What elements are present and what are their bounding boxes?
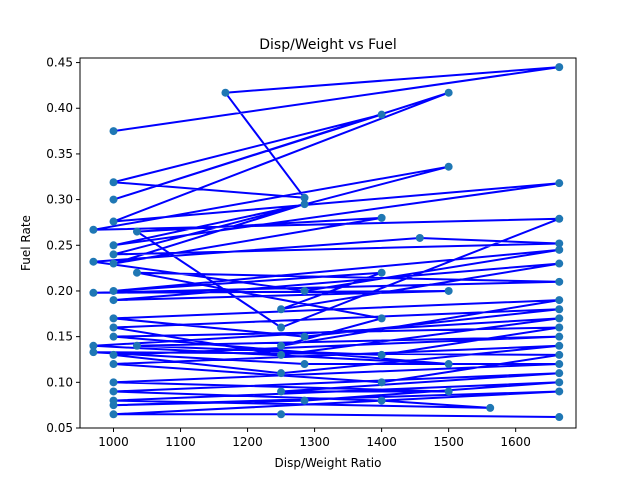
series-group (89, 63, 564, 422)
data-point (555, 63, 564, 72)
data-point (132, 341, 141, 350)
data-point (486, 403, 495, 412)
data-point (415, 233, 424, 242)
y-tick-label: 0.45 (46, 56, 73, 70)
data-point (555, 341, 564, 350)
y-tick-label: 0.10 (46, 375, 73, 389)
chart-title: Disp/Weight vs Fuel (259, 37, 396, 53)
data-point (109, 296, 118, 305)
series-line (92, 66, 561, 418)
data-point (109, 217, 118, 226)
data-point (109, 178, 118, 187)
x-tick-label: 1100 (165, 435, 196, 449)
data-point (109, 410, 118, 419)
data-point (555, 369, 564, 378)
data-point (300, 396, 309, 405)
data-point (555, 305, 564, 314)
data-point (109, 332, 118, 341)
data-point (300, 286, 309, 295)
data-point (555, 239, 564, 248)
y-tick-label: 0.25 (46, 238, 73, 252)
data-point (555, 277, 564, 286)
data-point (109, 387, 118, 396)
data-point (89, 288, 98, 297)
data-point (277, 387, 286, 396)
plot-area (79, 57, 577, 429)
data-point (109, 241, 118, 250)
data-point (109, 401, 118, 410)
x-axis: 1000 1100 1200 1300 1400 1500 1600 (98, 428, 531, 449)
data-point (555, 323, 564, 332)
x-tick-label: 1600 (500, 435, 531, 449)
x-tick-label: 1300 (299, 435, 330, 449)
data-point (555, 179, 564, 188)
data-point (377, 350, 386, 359)
data-point (555, 296, 564, 305)
data-point (277, 410, 286, 419)
y-tick-label: 0.35 (46, 147, 73, 161)
data-point (109, 350, 118, 359)
data-point (300, 193, 309, 202)
data-point (555, 245, 564, 254)
data-point (377, 110, 386, 119)
data-point (377, 213, 386, 222)
data-point (132, 268, 141, 277)
data-point (300, 200, 309, 209)
data-point (555, 378, 564, 387)
data-point (444, 88, 453, 97)
data-point (555, 413, 564, 422)
x-tick-label: 1000 (98, 435, 129, 449)
data-point (277, 369, 286, 378)
data-point (555, 387, 564, 396)
data-point (277, 341, 286, 350)
data-point (109, 259, 118, 268)
data-point (109, 323, 118, 332)
data-point (277, 305, 286, 314)
data-point (109, 286, 118, 295)
data-point (444, 387, 453, 396)
data-point (221, 88, 230, 97)
data-point (89, 225, 98, 234)
data-point (555, 360, 564, 369)
y-axis-label: Fuel Rate (19, 215, 33, 271)
y-tick-label: 0.15 (46, 330, 73, 344)
y-tick-label: 0.30 (46, 193, 73, 207)
y-tick-label: 0.40 (46, 101, 73, 115)
data-point (377, 378, 386, 387)
y-axis: 0.05 0.10 0.15 0.20 0.25 0.30 0.35 0.40 0.45 (46, 56, 80, 435)
data-point (300, 332, 309, 341)
data-point (109, 360, 118, 369)
data-point (109, 250, 118, 259)
data-point (277, 350, 286, 359)
data-point (89, 257, 98, 266)
data-point (109, 378, 118, 387)
data-point (132, 227, 141, 236)
data-point (444, 162, 453, 171)
data-point (377, 268, 386, 277)
x-tick-label: 1200 (232, 435, 263, 449)
data-point (377, 314, 386, 323)
data-point (555, 332, 564, 341)
data-point (444, 286, 453, 295)
data-point (555, 350, 564, 359)
x-axis-label: Disp/Weight Ratio (275, 456, 382, 470)
data-point (89, 348, 98, 357)
data-point (555, 214, 564, 223)
data-point (377, 396, 386, 405)
data-point (444, 360, 453, 369)
y-tick-label: 0.20 (46, 284, 73, 298)
data-point (555, 314, 564, 323)
data-point (109, 195, 118, 204)
y-tick-label: 0.05 (46, 421, 73, 435)
data-point (277, 323, 286, 332)
axes-frame (79, 57, 577, 429)
x-tick-label: 1500 (433, 435, 464, 449)
data-point (555, 259, 564, 268)
data-point (109, 127, 118, 136)
x-tick-label: 1400 (366, 435, 397, 449)
data-point (89, 341, 98, 350)
data-point (300, 360, 309, 369)
data-point (109, 314, 118, 323)
